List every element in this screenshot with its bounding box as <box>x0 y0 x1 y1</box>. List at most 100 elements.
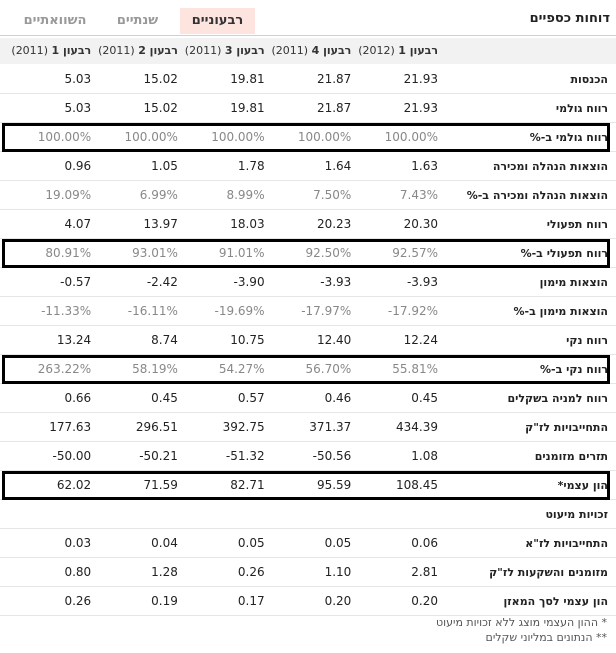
cell-value: 19.81 <box>230 101 265 115</box>
cell-value: 100.00% <box>37 130 92 144</box>
cell-value: 0.06 <box>411 536 438 550</box>
row-label: רווח גולמי <box>555 102 608 115</box>
cell-value: -50.56 <box>312 449 352 463</box>
cell-value: 21.87 <box>316 72 352 86</box>
cell-value: -3.93 <box>406 275 438 289</box>
quarter: רבעון 4 <box>311 44 352 57</box>
cell-value: -3.93 <box>320 275 352 289</box>
cell-value: 21.93 <box>403 101 438 115</box>
cell-value: 0.46 <box>324 391 352 405</box>
cell-value: -17.92% <box>387 304 438 318</box>
year: (2012) <box>358 44 395 57</box>
cell-value: 62.02 <box>56 478 92 492</box>
cell-value: 8.74 <box>151 333 178 347</box>
cell-value: 100.00% <box>384 130 438 144</box>
cell-value: 0.20 <box>324 594 352 608</box>
cell-value: 71.59 <box>143 478 178 492</box>
cell-value: 80.91% <box>45 246 92 260</box>
row-label: מזומנים והשקעות לז"ק <box>489 566 608 579</box>
row-label: הון עצמי לסך המאזן <box>503 595 609 608</box>
tab[interactable]: השוואתיים <box>23 13 87 28</box>
cell-value: 0.26 <box>237 565 265 579</box>
tab[interactable]: רבעוניים <box>180 8 255 34</box>
cell-value: 177.63 <box>49 420 92 434</box>
cell-value: 434.39 <box>396 420 438 434</box>
cell-value: 1.08 <box>411 449 438 463</box>
cell-value: -17.97% <box>301 304 352 318</box>
cell-value: 15.02 <box>143 72 178 86</box>
cell-value: 13.97 <box>143 217 178 231</box>
column-header: רבעון 1 (2012) <box>354 38 438 64</box>
cell-value: 1.64 <box>324 159 352 173</box>
cell-value: -50.21 <box>139 449 178 463</box>
cell-value: 20.23 <box>316 217 352 231</box>
footnote: ** הנתונים במליוני שקלים <box>485 631 607 644</box>
cell-value: -2.42 <box>146 275 178 289</box>
cell-value: 296.51 <box>135 420 178 434</box>
row-divider <box>0 441 616 442</box>
cell-value: 1.05 <box>151 159 178 173</box>
row-label: רווח תפעולי <box>546 218 608 231</box>
row-divider <box>0 122 616 123</box>
cell-value: 20.30 <box>403 217 438 231</box>
row-label: רווח תפעולי ב-% <box>520 247 608 260</box>
cell-value: 108.45 <box>396 478 438 492</box>
cell-value: 0.05 <box>237 536 265 550</box>
cell-value: 0.57 <box>237 391 265 405</box>
year: (2011) <box>184 44 222 57</box>
cell-value: 13.24 <box>56 333 92 347</box>
cell-value: 82.71 <box>230 478 265 492</box>
cell-value: 1.28 <box>151 565 178 579</box>
cell-value: 0.96 <box>64 159 92 173</box>
cell-value: 0.20 <box>411 594 438 608</box>
column-header: רבעון 3 (2011) <box>181 38 265 64</box>
cell-value: 54.27% <box>218 362 265 376</box>
cell-value: 6.99% <box>139 188 178 202</box>
row-label: הוצאות הנהלה ומכירה ב-% <box>466 189 608 202</box>
cell-value: 12.40 <box>316 333 352 347</box>
highlight-box <box>2 471 610 500</box>
row-divider <box>0 325 616 326</box>
column-header-bg <box>0 38 616 64</box>
cell-value: 0.26 <box>64 594 92 608</box>
divider <box>0 35 616 36</box>
cell-value: 0.19 <box>151 594 178 608</box>
cell-value: 100.00% <box>211 130 265 144</box>
cell-value: 21.93 <box>403 72 438 86</box>
cell-value: 7.43% <box>399 188 438 202</box>
year: (2011) <box>271 44 309 57</box>
cell-value: 5.03 <box>64 101 92 115</box>
cell-value: -11.33% <box>41 304 92 318</box>
cell-value: 1.63 <box>411 159 438 173</box>
row-divider <box>0 557 616 558</box>
row-divider <box>0 412 616 413</box>
tab[interactable]: שנתיים <box>116 13 159 28</box>
row-divider <box>0 528 616 529</box>
cell-value: 92.57% <box>392 246 438 260</box>
cell-value: 4.07 <box>64 217 92 231</box>
row-label: רווח גולמי ב-% <box>529 131 608 144</box>
cell-value: 0.45 <box>411 391 438 405</box>
cell-value: 18.03 <box>230 217 265 231</box>
cell-value: 10.75 <box>230 333 265 347</box>
cell-value: 0.04 <box>151 536 178 550</box>
cell-value: 0.66 <box>64 391 92 405</box>
footnote: * ההון העצמי מוצג ללא זכויות מיעוט <box>435 616 607 629</box>
quarter: רבעון 1 <box>51 44 92 57</box>
cell-value: 95.59 <box>316 478 352 492</box>
cell-value: 91.01% <box>218 246 265 260</box>
cell-value: 92.50% <box>305 246 352 260</box>
row-divider <box>0 470 616 471</box>
cell-value: -19.69% <box>214 304 265 318</box>
row-label: תזרים מזומנים <box>534 450 608 463</box>
year: (2011) <box>98 44 135 57</box>
row-label: רווח נקי ב-% <box>539 363 608 376</box>
row-label: הוצאות הנהלה ומכירה <box>492 160 608 173</box>
row-label: רווח למניה בשקלים <box>507 392 609 405</box>
cell-value: 371.37 <box>309 420 352 434</box>
row-divider <box>0 209 616 210</box>
row-label: זכויות מיעוט <box>545 508 608 521</box>
row-divider <box>0 586 616 587</box>
page-title: דוחות כספיים <box>529 11 610 26</box>
